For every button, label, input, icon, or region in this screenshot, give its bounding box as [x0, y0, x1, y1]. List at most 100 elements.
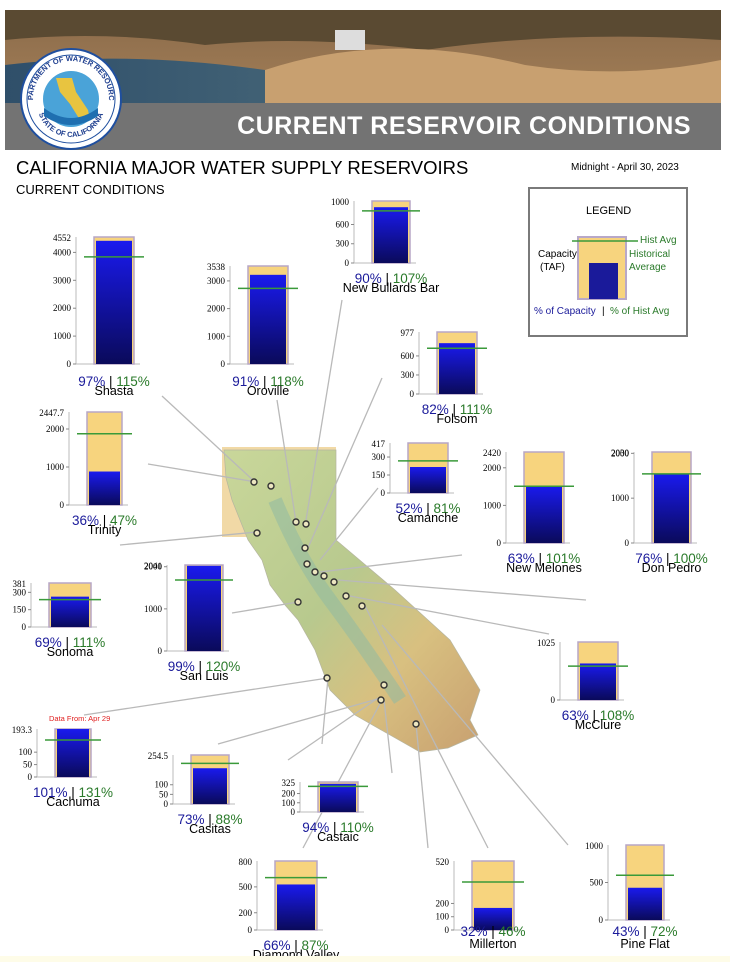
capacity-label: 2041 — [144, 561, 162, 571]
pct-values: 32% | 46% — [460, 924, 525, 939]
capacity-label: 4552 — [53, 233, 71, 243]
y-tick-label: 0 — [497, 538, 502, 548]
y-tick-label: 1000 — [46, 462, 65, 472]
pct-separator: | — [204, 812, 215, 827]
reservoir-markers — [250, 478, 420, 728]
pct-capacity: 32% — [460, 924, 487, 939]
connector-lines — [83, 299, 587, 849]
y-tick-label: 2000 — [144, 562, 163, 572]
legend-hist-avg: Hist Avg — [640, 235, 677, 246]
y-tick-label: 1000 — [611, 493, 630, 503]
storage-bar — [193, 768, 227, 804]
pct-hist: 111% — [73, 635, 106, 650]
pct-values: 63% | 101% — [508, 551, 581, 566]
y-tick-label: 0 — [158, 646, 163, 656]
pct-hist: 118% — [270, 374, 304, 389]
report-date: Midnight - April 30, 2023 — [571, 162, 679, 173]
y-tick-label: 100 — [155, 780, 169, 790]
reservoir-chart-camanche: 0 150 300 417 52% | 81%Camanche — [372, 439, 461, 525]
pct-values: 66% | 87% — [263, 938, 328, 953]
banner-title: CURRENT RESERVOIR CONDITIONS — [237, 112, 691, 140]
capacity-label: 1025 — [537, 638, 556, 648]
pct-values: 94% | 110% — [302, 820, 374, 835]
y-tick-label: 300 — [336, 239, 350, 249]
pct-values: 63% | 108% — [562, 708, 635, 723]
capacity-label: 381 — [13, 579, 27, 589]
y-tick-label: 500 — [239, 882, 253, 892]
pct-capacity: 99% — [168, 659, 195, 674]
reservoir-name: Camanche — [398, 511, 458, 525]
reservoir-chart-mcclure: 0 1025 63% | 108%McClure — [537, 638, 634, 732]
storage-bar — [320, 783, 356, 812]
reservoir-chart-oroville: 0 1000 2000 3000 3538 91% | 118%Oroville — [207, 262, 304, 398]
y-tick-label: 0 — [22, 622, 27, 632]
y-tick-label: 100 — [436, 912, 450, 922]
pct-capacity: 94% — [302, 820, 329, 835]
capacity-label: 2447.7 — [39, 408, 64, 418]
y-tick-label: 0 — [551, 695, 556, 705]
reservoir-chart-new-bullards-bar: 0 300 600 1000 90% | 107%New Bullards Bar — [331, 197, 439, 295]
storage-bar — [57, 729, 89, 777]
storage-bar — [250, 274, 286, 364]
y-tick-label: 3000 — [53, 275, 72, 285]
storage-bar — [654, 473, 689, 543]
reservoir-name: San Luis — [180, 669, 229, 683]
pct-separator: | — [449, 402, 460, 417]
pct-capacity: 63% — [508, 551, 535, 566]
page-subtitle: CURRENT CONDITIONS — [16, 182, 165, 197]
y-tick-label: 100 — [282, 798, 296, 808]
y-tick-label: 0 — [248, 925, 253, 935]
y-tick-label: 0 — [291, 807, 296, 817]
reservoir-name: Cachuma — [46, 795, 100, 809]
capacity-label: 254.5 — [148, 751, 169, 761]
capacity-label: 3538 — [207, 262, 226, 272]
pct-separator: | — [99, 513, 110, 528]
reservoir-name: Casitas — [189, 822, 231, 836]
capacity-label: 1000 — [331, 197, 350, 207]
capacity-label: 2030 — [611, 448, 630, 458]
pct-separator: | — [290, 938, 301, 953]
reservoir-chart-new-melones: 0 1000 2000 2420 63% | 101%New Melones — [483, 448, 582, 575]
reservoir-name: Folsom — [437, 412, 478, 426]
pct-values: 73% | 88% — [177, 812, 242, 827]
pct-hist: 100% — [673, 551, 708, 566]
pct-separator: | — [329, 820, 340, 835]
capacity-label: 417 — [372, 439, 386, 449]
storage-bar — [474, 907, 512, 930]
reservoir-chart-pine-flat: 0 500 1000 43% | 72%Pine Flat — [585, 841, 678, 951]
reservoir-chart-cachuma: 0 50 100 193.3 101% | 131%Cachuma Data From: … — [12, 714, 113, 809]
y-tick-label: 0 — [28, 772, 33, 782]
legend: LEGEND Hist Avg Capacity (TAF) Historica… — [528, 187, 688, 337]
reservoir-chart-millerton: 0 100 200 520 32% | 46%Millerton — [436, 857, 526, 951]
pct-capacity: 36% — [72, 513, 99, 528]
reservoir-name: Pine Flat — [620, 937, 670, 951]
storage-bar — [439, 343, 475, 394]
y-tick-label: 0 — [67, 359, 72, 369]
reservoir-name: Oroville — [247, 384, 289, 398]
data-note: Data From: Apr 29 — [49, 714, 110, 723]
y-tick-label: 0 — [445, 925, 450, 935]
pct-separator: | — [62, 635, 73, 650]
pct-hist: 46% — [499, 924, 526, 939]
y-tick-label: 2000 — [46, 424, 65, 434]
storage-bar — [187, 565, 221, 651]
reservoir-chart-shasta: 0 1000 2000 3000 4000 4552 97% | 115%Shasta — [53, 233, 150, 398]
pct-separator: | — [422, 501, 433, 516]
pct-hist: 120% — [206, 659, 241, 674]
pct-values: 97% | 115% — [78, 374, 150, 389]
pct-values: 82% | 111% — [422, 402, 493, 417]
page-title: CALIFORNIA MAJOR WATER SUPPLY RESERVOIRS — [16, 157, 469, 178]
legend-storage-bar — [589, 263, 618, 299]
pct-capacity: 52% — [395, 501, 422, 516]
pct-separator: | — [535, 551, 546, 566]
pct-hist: 72% — [651, 924, 678, 939]
pct-hist: 47% — [110, 513, 137, 528]
y-tick-label: 100 — [19, 747, 33, 757]
pct-values: 90% | 107% — [355, 271, 428, 286]
